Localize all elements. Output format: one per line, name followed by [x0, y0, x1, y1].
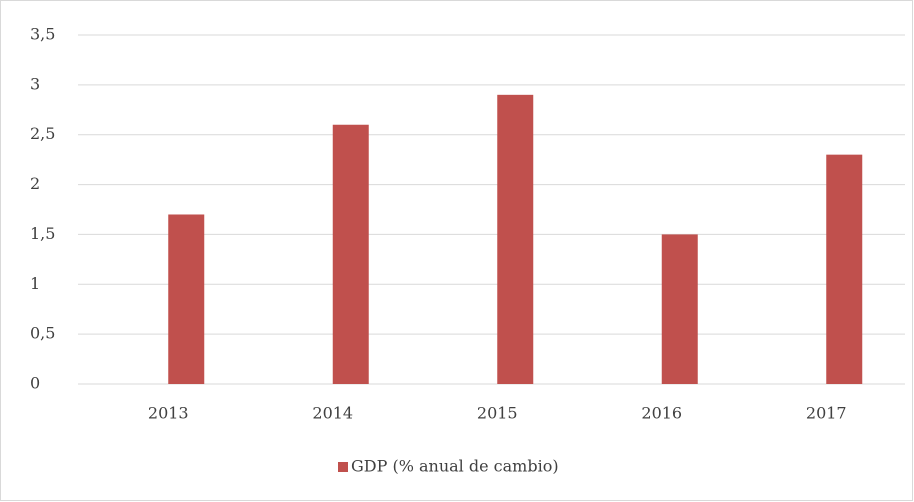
bar [826, 154, 863, 384]
x-tick-label: 2017 [806, 404, 847, 423]
x-tick-label: 2014 [312, 404, 353, 423]
bar [497, 94, 534, 384]
y-tick-label: 0 [30, 374, 40, 393]
x-tick-label: 2016 [641, 404, 682, 423]
y-tick-label: 1 [30, 274, 40, 293]
y-tick-label: 2 [30, 174, 40, 193]
y-tick-label: 2,5 [30, 124, 55, 143]
x-tick-label: 2013 [148, 404, 189, 423]
bar [168, 214, 205, 384]
y-tick-label: 3,5 [30, 25, 55, 44]
bar [661, 234, 698, 384]
bar [332, 124, 369, 384]
y-tick-label: 3 [30, 74, 40, 93]
legend-label: GDP (% anual de cambio) [351, 457, 559, 476]
y-tick-label: 0,5 [30, 324, 55, 343]
y-tick-label: 1,5 [30, 224, 55, 243]
legend-swatch [338, 462, 348, 472]
x-tick-label: 2015 [477, 404, 518, 423]
